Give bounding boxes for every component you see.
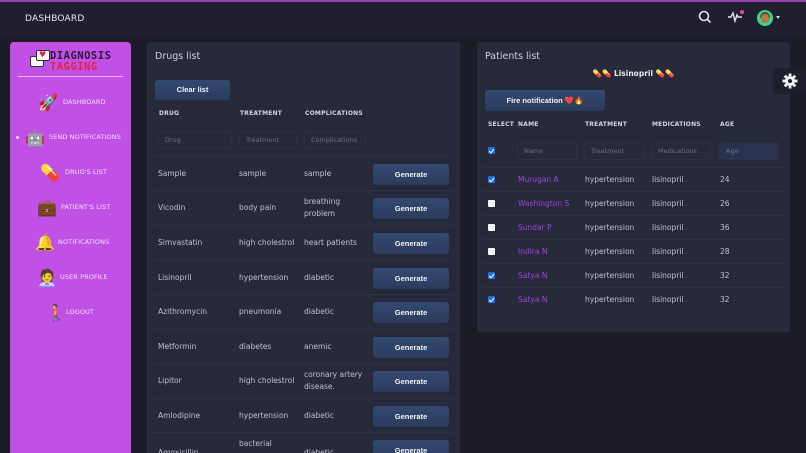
patient-checkbox[interactable] xyxy=(488,200,495,207)
patient-row: Indira N hypertension lisinopril 28 xyxy=(483,239,783,263)
patient-row: Murugan A hypertension lisinopril 24 xyxy=(483,167,783,191)
table-row: Lipitor high cholestrol coronary artery … xyxy=(153,363,453,397)
treatment-input[interactable]: Treatment xyxy=(239,131,297,149)
age-input[interactable]: Age xyxy=(719,142,779,160)
patient-name-link[interactable]: Sundar P xyxy=(518,223,552,232)
sidebar: ♥ DIAGNOSIS TAGGING 🚀 DASHBOARD 🤖 SEND N… xyxy=(10,42,131,453)
pill-icon: 💊 xyxy=(40,163,60,182)
sidebar-divider xyxy=(18,76,123,77)
table-row: Simvastatin high cholestrol heart patien… xyxy=(153,225,453,259)
patient-checkbox[interactable] xyxy=(488,248,495,255)
search-icon[interactable] xyxy=(697,9,713,25)
generate-button[interactable]: Generate xyxy=(373,233,449,254)
sidebar-item-send-notifications[interactable]: 🤖 SEND NOTIFICATIONS xyxy=(10,126,131,150)
patient-checkbox[interactable] xyxy=(488,176,495,183)
generate-button[interactable]: Generate xyxy=(373,440,449,453)
header-complications: COMPLICATIONS xyxy=(305,110,363,117)
generate-button[interactable]: Generate xyxy=(373,302,449,323)
patient-row: Washington S hypertension lisinopril 26 xyxy=(483,191,783,215)
sidebar-item-patients-list[interactable]: 💼 PATIENT'S LIST xyxy=(37,198,111,217)
generate-button[interactable]: Generate xyxy=(373,371,449,392)
sidebar-item-drugs-list[interactable]: 💊 DRUG'S LIST xyxy=(40,163,108,182)
top-accent-line xyxy=(0,0,806,2)
robot-icon: 🤖 xyxy=(25,128,45,147)
user-profile-icon: 🧑‍💼 xyxy=(37,268,57,287)
patient-name-link[interactable]: Satya N xyxy=(518,271,548,280)
drugs-title: Drugs list xyxy=(155,51,201,62)
patients-title: Patients list xyxy=(485,51,541,62)
selected-medication: 💊💊 Lisinopril 💊💊 xyxy=(592,69,675,78)
header-select: SELECT xyxy=(488,121,515,128)
patient-name-link[interactable]: Indira N xyxy=(518,247,548,256)
patient-row: Satya N hypertension lisinopril 32 xyxy=(483,263,783,287)
top-bar: DASHBOARD xyxy=(0,2,806,38)
sidebar-item-logout[interactable]: 🚶 LOGOUT xyxy=(46,303,94,322)
patient-row: Satya N hypertension lisinopril 32 xyxy=(483,287,783,311)
fire-notification-button[interactable]: Fire notification ❤️🔥 xyxy=(485,90,605,111)
select-all-checkbox[interactable] xyxy=(488,147,495,154)
header-name: NAME xyxy=(518,121,539,128)
walking-person-icon: 🚶 xyxy=(46,303,66,322)
table-row: Metformin diabetes anemic Generate xyxy=(153,329,453,363)
table-row: Sample sample sample Generate xyxy=(153,156,453,190)
table-row: Vicodin body pain breathing problem Gene… xyxy=(153,190,453,224)
medications-input[interactable]: Medications xyxy=(651,142,711,160)
header-medications: MEDICATIONS xyxy=(652,121,701,128)
sidebar-item-notifications[interactable]: 🔔 NOTIFICATIONS xyxy=(35,233,110,252)
header-treatment: TREATMENT xyxy=(585,121,628,128)
notification-dot xyxy=(740,10,744,14)
header-drug: DRUG xyxy=(159,110,180,117)
rocket-icon: 🚀 xyxy=(38,93,58,112)
patient-checkbox[interactable] xyxy=(488,296,495,303)
chevron-down-icon[interactable] xyxy=(776,16,780,19)
generate-button[interactable]: Generate xyxy=(373,164,449,185)
generate-button[interactable]: Generate xyxy=(373,268,449,289)
drug-input[interactable]: Drug xyxy=(158,131,232,149)
patient-checkbox[interactable] xyxy=(488,272,495,279)
patient-row: Sundar P hypertension lisinopril 36 xyxy=(483,215,783,239)
drugs-panel: Drugs list Clear list DRUG TREATMENT COM… xyxy=(147,42,460,453)
patient-name-link[interactable]: Satya N xyxy=(518,295,548,304)
sidebar-item-user-profile[interactable]: 🧑‍💼 USER PROFILE xyxy=(37,268,108,287)
bell-icon: 🔔 xyxy=(35,233,55,252)
patient-name-link[interactable]: Washington S xyxy=(518,199,570,208)
table-row: Lisinopril hypertension diabetic Generat… xyxy=(153,260,453,294)
page-title: DASHBOARD xyxy=(25,14,85,24)
patients-panel: Patients list 💊💊 Lisinopril 💊💊 Fire noti… xyxy=(477,42,790,332)
briefcase-icon: 💼 xyxy=(37,198,57,217)
header-treatment: TREATMENT xyxy=(240,110,283,117)
header-age: AGE xyxy=(720,121,735,128)
table-row: Amlodipine hypertension diabetic Generat… xyxy=(153,398,453,432)
settings-button[interactable] xyxy=(773,68,806,94)
patient-name-link[interactable]: Murugan A xyxy=(518,175,559,184)
sidebar-item-dashboard[interactable]: 🚀 DASHBOARD xyxy=(38,93,106,112)
table-row: Azithromycin pneumonia diabetic Generate xyxy=(153,294,453,328)
treatment-filter-input[interactable]: Treatment xyxy=(584,142,644,160)
clear-list-button[interactable]: Clear list xyxy=(155,80,230,100)
generate-button[interactable]: Generate xyxy=(373,198,449,219)
avatar[interactable] xyxy=(757,10,773,26)
activity-icon[interactable] xyxy=(727,9,743,25)
patient-checkbox[interactable] xyxy=(488,224,495,231)
generate-button[interactable]: Generate xyxy=(373,337,449,358)
table-row: Amoxicillin bacterial diabetic Generate xyxy=(153,432,453,453)
name-input[interactable]: Name xyxy=(517,142,577,160)
logo: ♥ DIAGNOSIS TAGGING xyxy=(28,48,124,76)
gear-icon xyxy=(782,73,798,89)
complications-input[interactable]: Complications xyxy=(304,131,366,149)
active-bullet xyxy=(16,136,19,139)
generate-button[interactable]: Generate xyxy=(373,406,449,427)
